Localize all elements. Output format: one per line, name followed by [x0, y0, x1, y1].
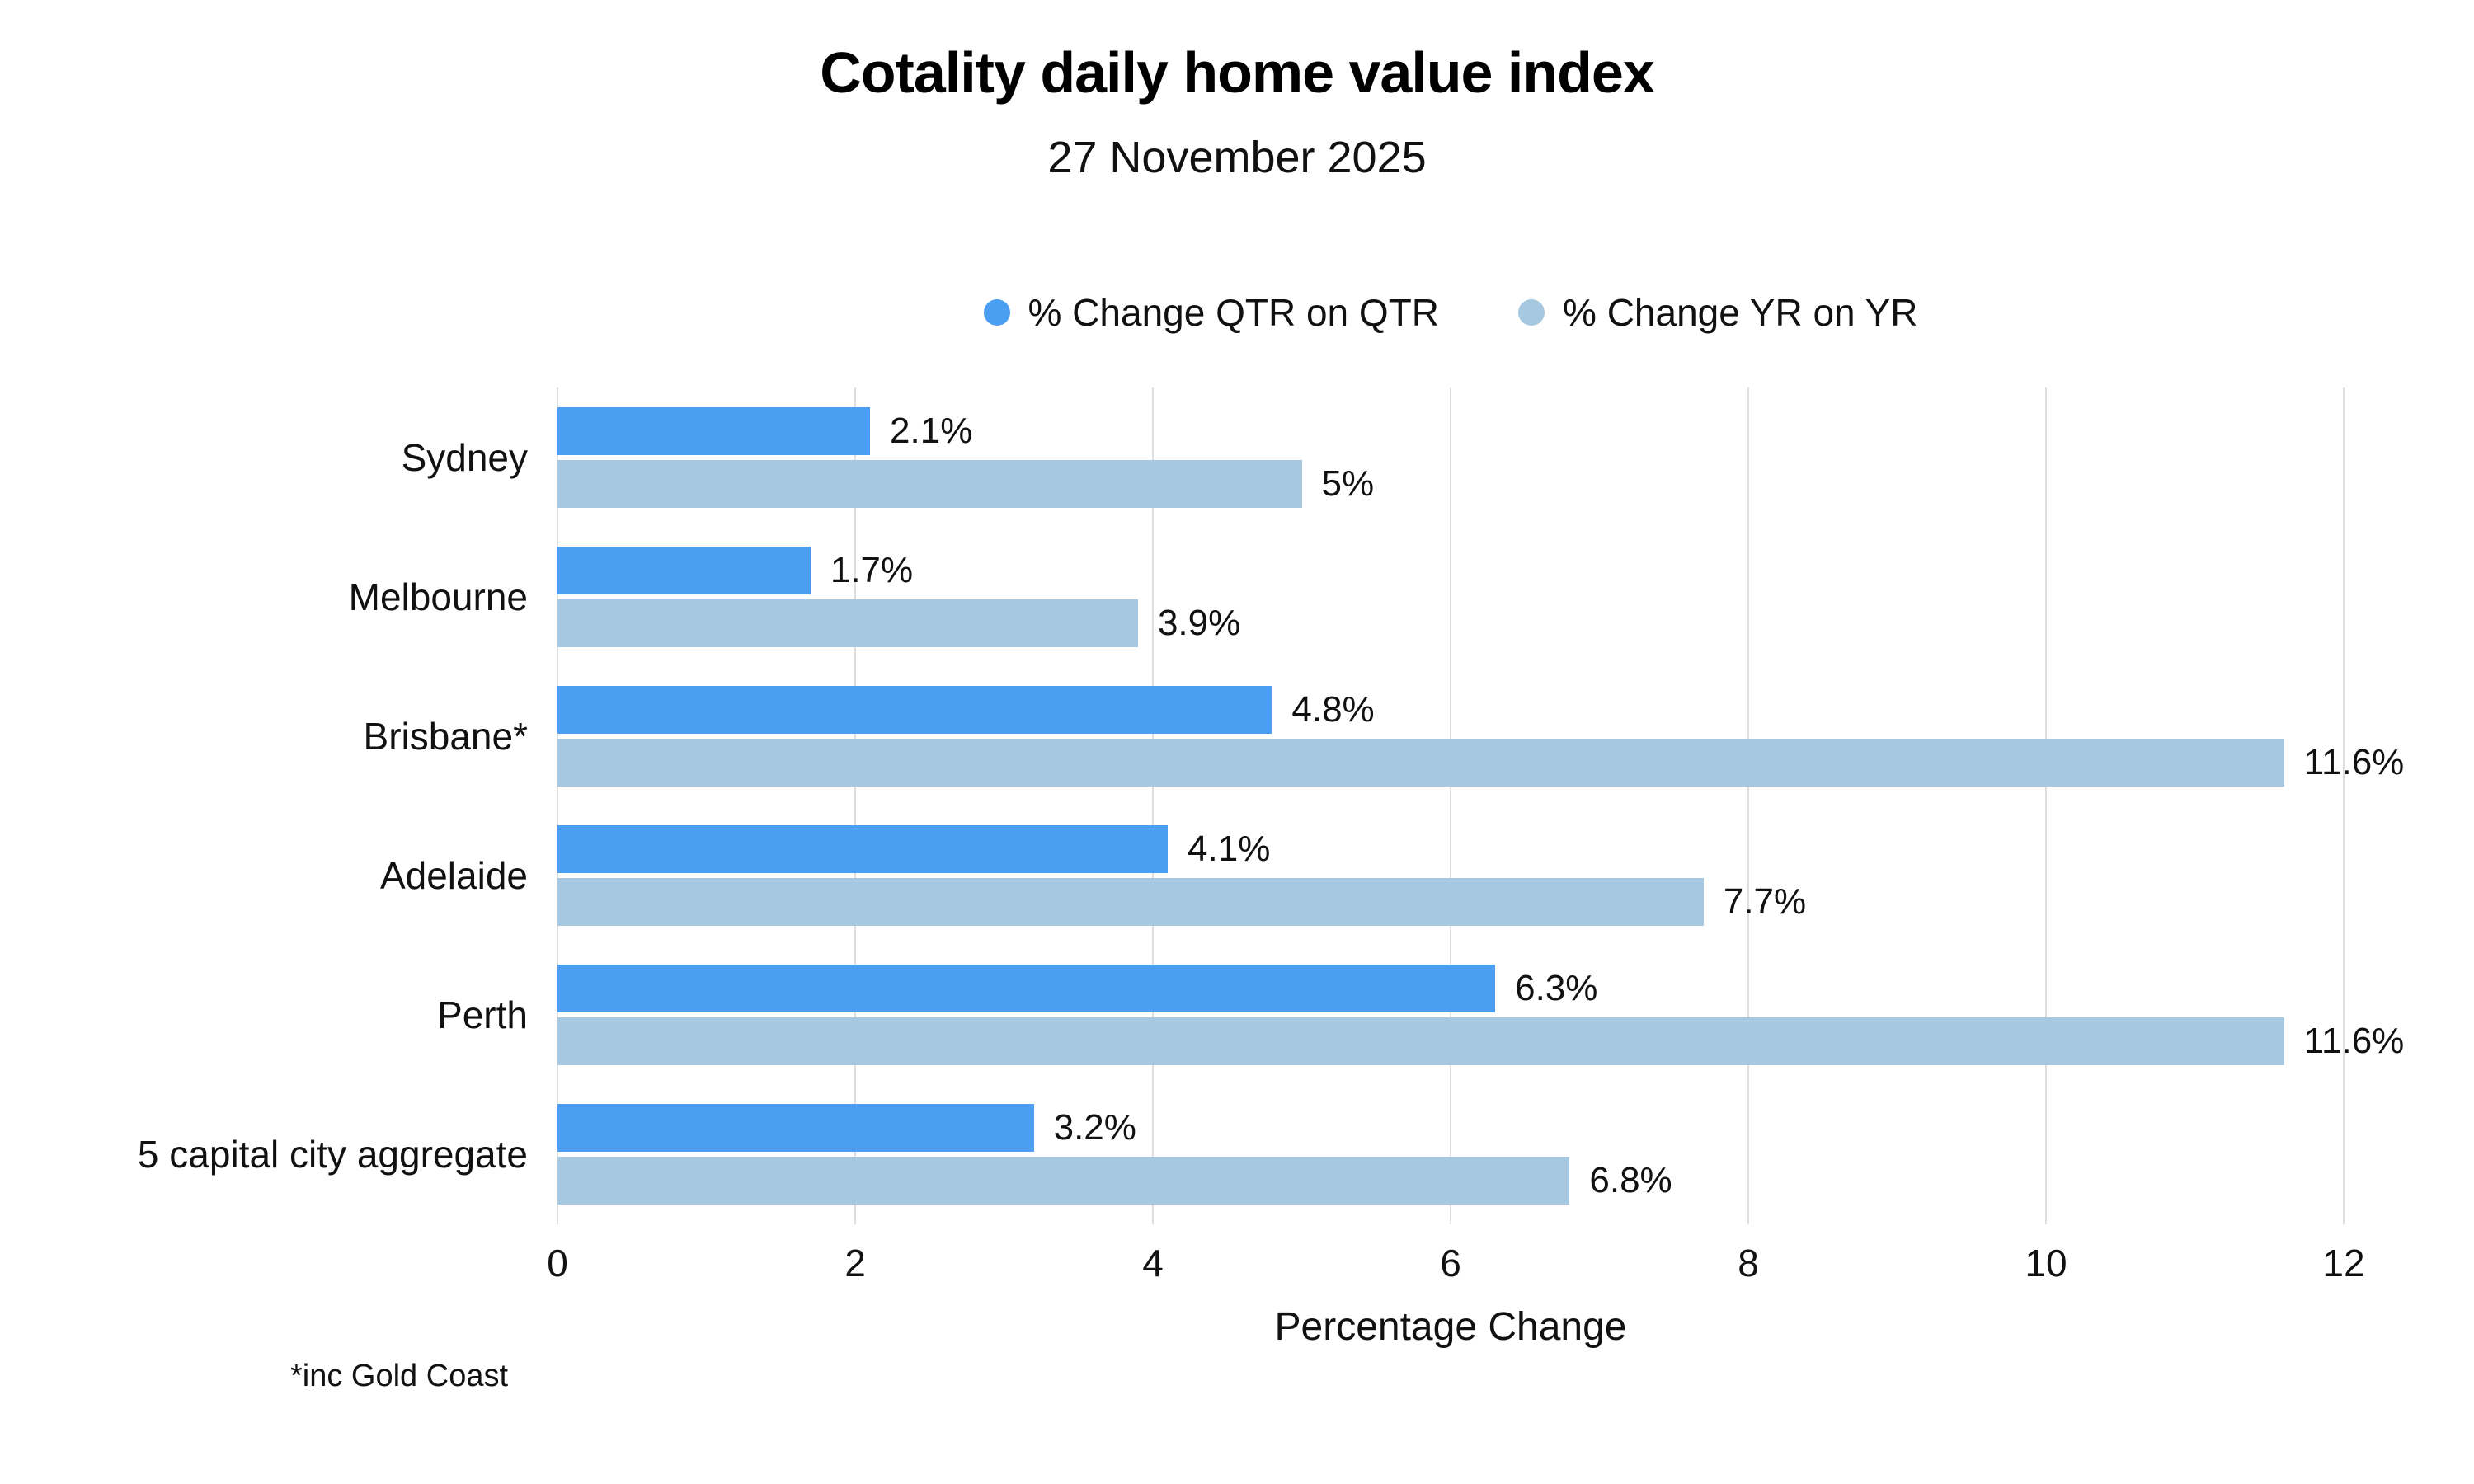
x-tick-label-6: 6	[1440, 1242, 1461, 1284]
legend-marker-icon	[1518, 299, 1545, 326]
legend-marker-icon	[983, 299, 1010, 326]
bar-brisbane-change-yr-on-yr	[557, 738, 2284, 787]
value-label-5-capital-city-aggregate-change-qtr-on-qtr: 3.2%	[1053, 1107, 1136, 1148]
category-label-melbourne: Melbourne	[348, 575, 528, 618]
x-tick-label-0: 0	[547, 1242, 568, 1284]
gridline-6	[1450, 387, 1451, 1224]
bar-5-capital-city-aggregate-change-yr-on-yr	[557, 1157, 1570, 1205]
legend-label: % Change YR on YR	[1563, 291, 1918, 334]
chart-title: Cotality daily home value index	[820, 40, 1655, 105]
x-tick-label-8: 8	[1738, 1242, 1759, 1284]
bar-5-capital-city-aggregate-change-qtr-on-qtr	[557, 1104, 1034, 1153]
category-label-perth: Perth	[437, 993, 528, 1037]
bar-melbourne-change-qtr-on-qtr	[557, 546, 811, 594]
value-label-melbourne-change-yr-on-yr: 3.9%	[1157, 602, 1241, 643]
legend-label: % Change QTR on QTR	[1028, 291, 1440, 334]
bar-brisbane-change-qtr-on-qtr	[557, 685, 1272, 734]
legend-item-change-qtr-on-qtr: % Change QTR on QTR	[983, 290, 1440, 335]
gridline-0	[557, 387, 558, 1224]
category-label-5-capital-city-aggregate: 5 capital city aggregate	[137, 1133, 528, 1176]
footnote: *inc Gold Coast	[290, 1359, 509, 1393]
gridline-10	[2045, 387, 2047, 1224]
value-label-perth-change-yr-on-yr: 11.6%	[2303, 1021, 2405, 1062]
legend: % Change QTR on QTR % Change YR on YR	[557, 290, 2344, 335]
x-tick-label-2: 2	[844, 1242, 866, 1284]
legend-item-change-yr-on-yr: % Change YR on YR	[1518, 290, 1918, 335]
gridline-2	[854, 387, 856, 1224]
value-label-adelaide-change-qtr-on-qtr: 4.1%	[1188, 829, 1271, 870]
category-label-brisbane: Brisbane*	[363, 714, 528, 758]
bar-sydney-change-yr-on-yr	[557, 459, 1302, 508]
value-label-adelaide-change-yr-on-yr: 7.7%	[1723, 881, 1807, 923]
bar-adelaide-change-qtr-on-qtr	[557, 825, 1169, 874]
value-label-brisbane-change-qtr-on-qtr: 4.8%	[1291, 688, 1375, 730]
x-tick-label-10: 10	[2025, 1242, 2067, 1284]
bar-perth-change-yr-on-yr	[557, 1017, 2284, 1066]
category-label-adelaide: Adelaide	[379, 854, 528, 898]
category-label-sydney: Sydney	[401, 435, 528, 479]
bar-adelaide-change-yr-on-yr	[557, 878, 1704, 927]
x-axis-title: Percentage Change	[1274, 1305, 1627, 1349]
x-tick-label-12: 12	[2322, 1242, 2365, 1284]
bar-melbourne-change-yr-on-yr	[557, 599, 1138, 647]
x-tick-label-4: 4	[1142, 1242, 1164, 1284]
value-label-sydney-change-yr-on-yr: 5%	[1321, 463, 1375, 504]
value-label-brisbane-change-yr-on-yr: 11.6%	[2303, 741, 2405, 782]
bar-sydney-change-qtr-on-qtr	[557, 406, 871, 455]
value-label-melbourne-change-qtr-on-qtr: 1.7%	[830, 549, 914, 590]
category-axis: Sydney Melbourne Brisbane* Adelaide Perth 5 c…	[33, 387, 528, 1224]
value-label-sydney-change-qtr-on-qtr: 2.1%	[890, 410, 973, 451]
value-label-perth-change-qtr-on-qtr: 6.3%	[1515, 968, 1598, 1009]
gridline-12	[2343, 387, 2345, 1224]
value-label-5-capital-city-aggregate-change-yr-on-yr: 6.8%	[1589, 1160, 1672, 1201]
gridline-4	[1152, 387, 1154, 1224]
chart-subtitle: 27 November 2025	[1047, 133, 1427, 182]
bar-perth-change-qtr-on-qtr	[557, 965, 1496, 1013]
gridline-8	[1747, 387, 1749, 1224]
plot-area: 2.1% 5% 1.7% 3.9% 4.8% 11.6% 4.1% 7.7% 6.3% 11.6%…	[557, 387, 2404, 1224]
